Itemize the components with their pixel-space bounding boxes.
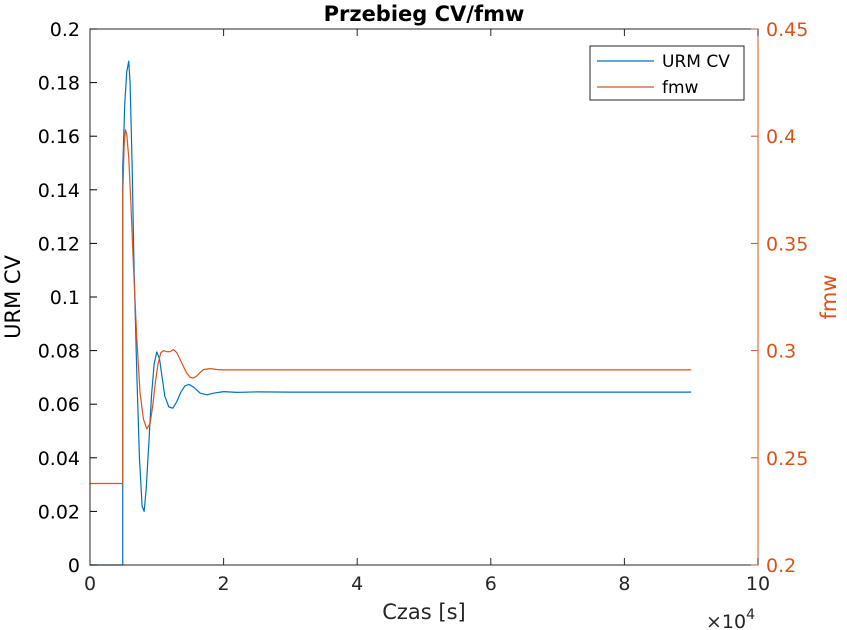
x-tick-label: 0	[84, 573, 96, 595]
series-layer	[90, 60, 692, 566]
x-tick-label: 10	[746, 573, 770, 595]
series-line-urm-cv	[90, 60, 692, 566]
legend-label-fmw: fmw	[662, 78, 699, 98]
plot-area	[90, 29, 758, 565]
y2-tick-label: 0.35	[766, 233, 808, 255]
legend-label-urm-cv: URM CV	[662, 52, 730, 72]
y2-tick-label: 0.25	[766, 448, 808, 470]
x-tick-label: 6	[485, 573, 497, 595]
y-tick-label: 0.02	[38, 501, 80, 523]
y-tick-label: 0.08	[38, 341, 80, 363]
x-tick-label: 8	[618, 573, 630, 595]
legend: URM CV fmw	[589, 45, 745, 101]
y-tick-label: 0.06	[38, 394, 80, 416]
y-tick-label: 0	[68, 555, 80, 577]
legend-box	[589, 45, 745, 101]
x-exponent: ×104	[706, 607, 755, 630]
ticks-layer: 0 2 4 6 8 10 0 0.02 0.04 0.06 0.08 0.1 0.12 0.14 0.16 0…	[38, 19, 809, 595]
y2-tick-label: 0.3	[766, 341, 796, 363]
y2-tick-label: 0.45	[766, 19, 808, 41]
y-tick-label: 0.12	[38, 233, 80, 255]
series-line-fmw	[90, 129, 692, 485]
y-tick-label: 0.18	[38, 73, 80, 95]
x-axis-title: Czas [s]	[382, 600, 466, 624]
x-exponent-base: ×10	[706, 611, 746, 630]
y-tick-label: 0.14	[38, 180, 80, 202]
y2-tick-label: 0.4	[766, 126, 796, 148]
y-tick-label: 0.16	[38, 126, 80, 148]
x-tick-label: 2	[218, 573, 230, 595]
y2-tick-label: 0.2	[766, 555, 796, 577]
y-tick-label: 0.04	[38, 448, 80, 470]
x-exponent-power: 4	[746, 607, 755, 623]
chart-title: Przebieg CV/fmw	[324, 2, 525, 26]
y2-axis-title: fmw	[817, 274, 841, 319]
y-tick-label: 0.1	[50, 287, 80, 309]
y-tick-label: 0.2	[50, 19, 80, 41]
y-axis-title: URM CV	[1, 254, 25, 338]
x-tick-label: 4	[351, 573, 363, 595]
